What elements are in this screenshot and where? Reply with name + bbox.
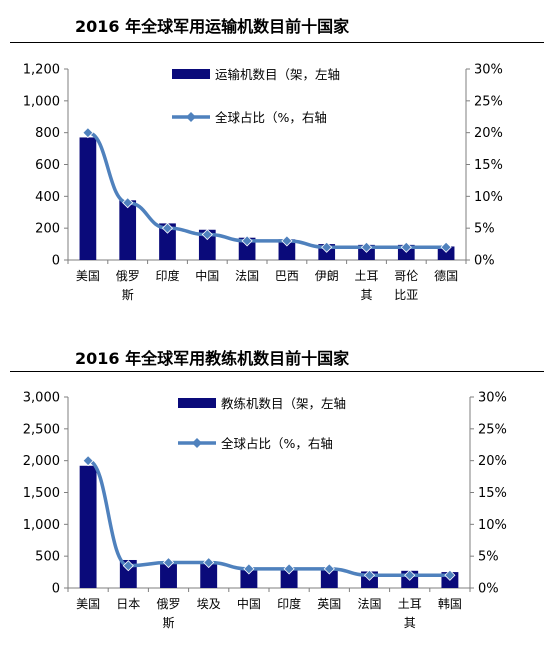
x-category-label: 印度: [277, 596, 301, 611]
share-line: [87, 458, 450, 578]
legend-line-marker: [186, 112, 196, 122]
share-line: [87, 130, 447, 250]
line-marker: [82, 455, 94, 467]
left-tick-label: 0: [52, 254, 60, 269]
left-tick-label: 0: [52, 582, 60, 597]
left-tick-label: 1,000: [23, 518, 60, 533]
x-category-label: 巴西: [275, 269, 299, 283]
bar: [198, 229, 216, 260]
x-category-label: 中国: [237, 596, 261, 611]
trainer-aircraft-panel: 2016 年全球军用教练机数目前十国家 0 500 1,000 1,500 2,000 2…: [0, 330, 554, 648]
title-rule: [10, 371, 544, 372]
x-category-label: 日本: [116, 597, 140, 611]
line-marker: [82, 127, 94, 139]
x-category-label: 俄罗斯: [156, 597, 180, 630]
transport-aircraft-panel: 2016 年全球军用运输机数目前十国家 0 200 400 600 800 1,000 1,…: [0, 0, 554, 320]
right-tick-label: 5%: [474, 222, 495, 237]
bar: [437, 246, 455, 260]
right-tick-label: 0%: [478, 582, 499, 597]
line-marker: [400, 241, 412, 253]
left-tick-label: 600: [35, 158, 60, 173]
line-marker: [281, 235, 293, 247]
right-tick-label: 5%: [478, 550, 499, 565]
bar: [200, 562, 218, 588]
bar: [280, 568, 298, 588]
legend-line-label: 全球占比（%，右轴: [215, 110, 327, 125]
right-tick-label: 15%: [478, 486, 507, 501]
bar: [238, 237, 256, 260]
line-marker: [363, 569, 376, 581]
right-tick-label: 15%: [474, 158, 503, 173]
title-rule: [10, 42, 544, 43]
line-marker: [162, 556, 175, 569]
left-tick-label: 2,000: [23, 454, 60, 469]
line-marker: [243, 563, 255, 575]
line-marker: [161, 222, 174, 234]
bar: [240, 568, 258, 588]
left-tick-label: 500: [35, 550, 60, 565]
right-tick-label: 10%: [478, 518, 507, 533]
right-tick-label: 10%: [474, 190, 503, 205]
x-category-label: 韩国: [438, 596, 462, 611]
right-tick-label: 30%: [478, 391, 507, 406]
left-tick-label: 1,200: [23, 63, 60, 78]
chart-title: 2016 年全球军用教练机数目前十国家: [75, 349, 350, 368]
line-marker: [283, 563, 295, 575]
x-category-label: 埃及: [197, 597, 221, 611]
x-category-label: 土耳其: [354, 269, 378, 302]
x-category-label: 印度: [155, 268, 179, 283]
line-marker: [360, 241, 373, 253]
x-category-label: 法国: [357, 597, 381, 611]
x-category-label: 土耳其: [398, 597, 422, 630]
trainer-aircraft-chart: 0 500 1,000 1,500 2,000 2,500 3,000 0% 5% 10% 15% 2…: [23, 391, 507, 631]
left-tick-label: 3,000: [23, 391, 60, 406]
right-tick-label: 25%: [474, 94, 503, 109]
line-marker: [122, 560, 134, 572]
x-category-label: 美国: [76, 597, 100, 611]
x-category-label: 俄罗斯: [116, 269, 140, 302]
line-marker: [440, 241, 452, 253]
x-category-label: 哥伦比亚: [394, 268, 418, 302]
line-marker: [323, 563, 335, 575]
bar: [79, 465, 97, 588]
x-category-label: 伊朗: [315, 269, 339, 283]
right-tick-label: 20%: [478, 454, 507, 469]
right-tick-label: 25%: [478, 422, 507, 437]
legend-line-label: 全球占比（%，右轴: [221, 436, 333, 451]
right-tick-label: 30%: [474, 63, 503, 78]
bar: [278, 239, 296, 260]
x-category-label: 德国: [434, 268, 458, 283]
left-tick-label: 200: [35, 222, 60, 237]
right-tick-label: 0%: [474, 254, 495, 269]
left-tick-label: 1,500: [23, 486, 60, 501]
legend-bar-label: 运输机数目（架，左轴: [215, 67, 340, 82]
bar: [119, 200, 137, 260]
line-marker: [241, 235, 253, 247]
left-tick-label: 800: [35, 126, 60, 141]
legend-bar-swatch: [178, 398, 216, 408]
left-tick-label: 1,000: [23, 94, 60, 109]
left-tick-label: 400: [35, 190, 60, 205]
line-marker: [444, 569, 456, 581]
line-marker: [203, 556, 215, 569]
line-marker: [321, 241, 333, 253]
bar: [320, 569, 338, 588]
bar: [79, 137, 97, 260]
x-category-label: 美国: [76, 269, 100, 283]
legend-bar-label: 教练机数目（架，左轴: [221, 396, 346, 411]
right-tick-label: 20%: [474, 126, 503, 141]
line-marker: [404, 569, 416, 581]
x-category-label: 法国: [235, 269, 259, 283]
x-category-label: 中国: [195, 268, 219, 283]
left-tick-label: 2,500: [23, 422, 60, 437]
bar: [160, 561, 177, 588]
bar: [159, 223, 176, 260]
legend-line-marker: [192, 438, 202, 448]
legend-bar-swatch: [172, 69, 210, 79]
line-marker: [122, 197, 134, 209]
transport-aircraft-chart: 0 200 400 600 800 1,000 1,200 0% 5% 10% 15% 20% 25% 3…: [23, 63, 503, 303]
x-category-label: 英国: [317, 597, 341, 611]
chart-title: 2016 年全球军用运输机数目前十国家: [75, 17, 350, 36]
line-marker: [201, 228, 213, 241]
